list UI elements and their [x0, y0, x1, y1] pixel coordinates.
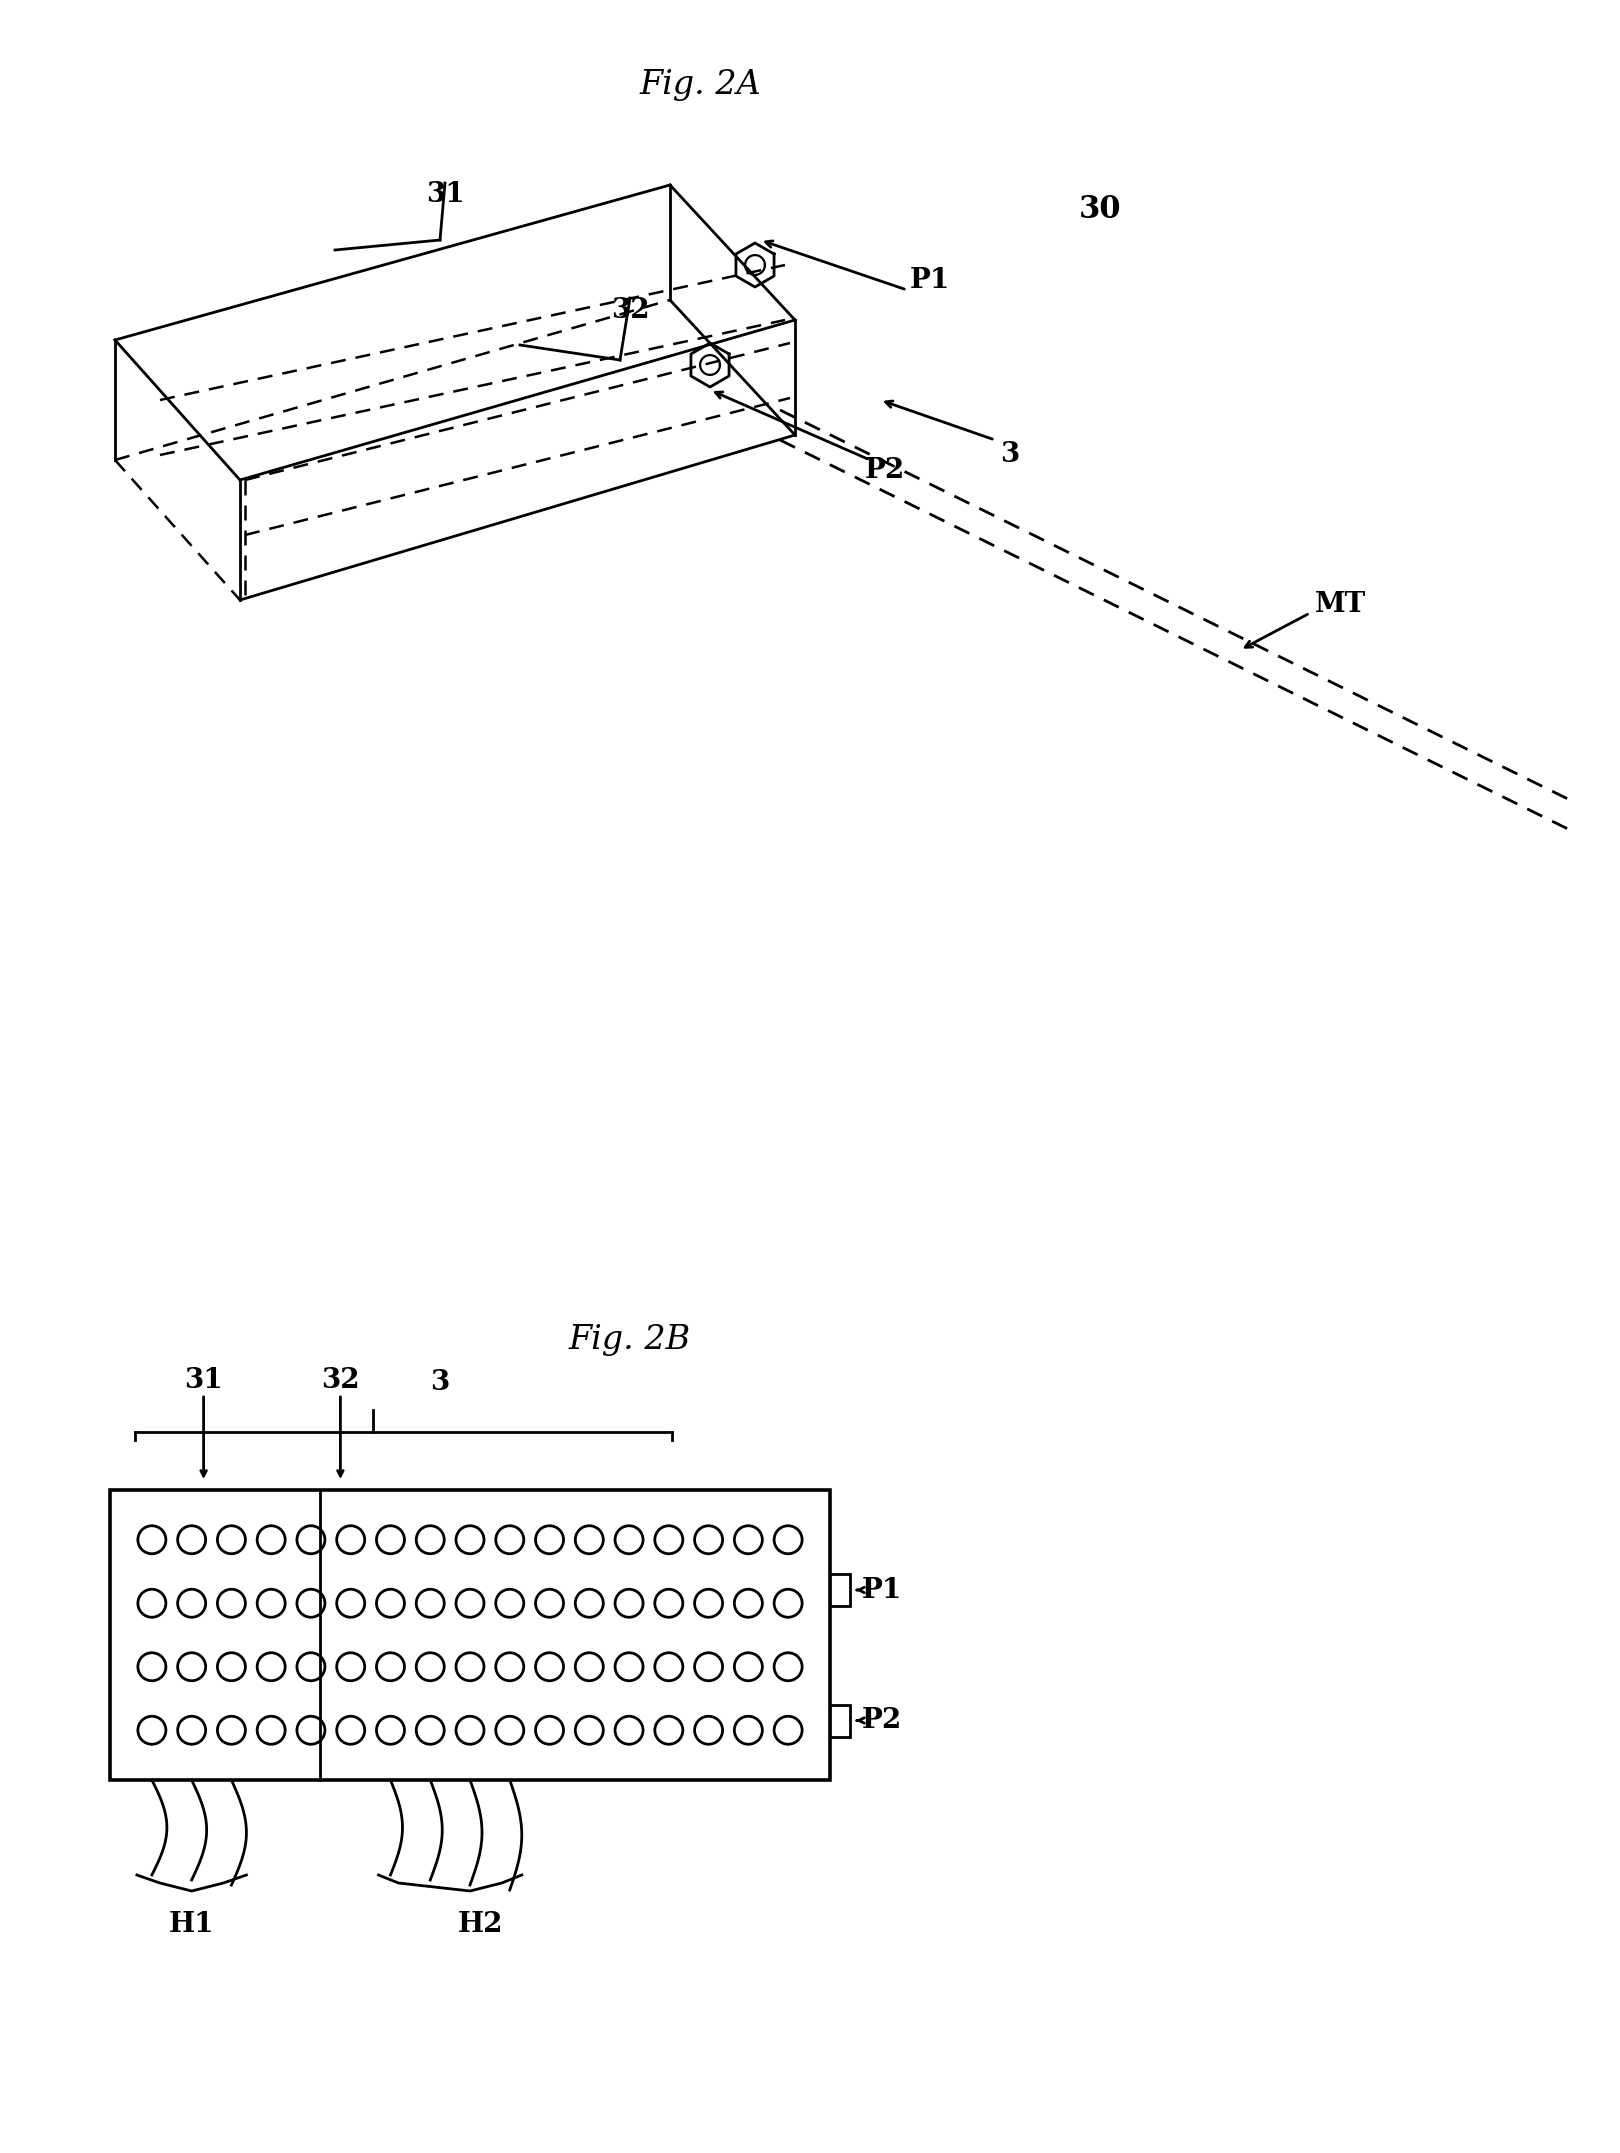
Text: 31: 31 — [426, 181, 465, 209]
Text: P1: P1 — [862, 1576, 902, 1604]
Text: 32: 32 — [321, 1367, 360, 1393]
Text: P2: P2 — [862, 1707, 902, 1733]
Bar — [829, 1574, 851, 1606]
Text: 30: 30 — [1079, 194, 1121, 226]
Bar — [829, 1705, 851, 1737]
Text: P2: P2 — [865, 456, 906, 484]
Text: 3: 3 — [431, 1369, 450, 1397]
Text: H2: H2 — [458, 1912, 504, 1938]
Text: Fig. 2B: Fig. 2B — [569, 1324, 692, 1356]
Text: 3: 3 — [1001, 441, 1019, 469]
Bar — [110, 1490, 829, 1781]
Text: P1: P1 — [910, 267, 951, 293]
Text: 32: 32 — [611, 297, 650, 323]
Text: MT: MT — [1315, 592, 1366, 618]
Text: H1: H1 — [168, 1912, 214, 1938]
Text: Fig. 2A: Fig. 2A — [640, 69, 761, 101]
Text: 31: 31 — [185, 1367, 224, 1393]
